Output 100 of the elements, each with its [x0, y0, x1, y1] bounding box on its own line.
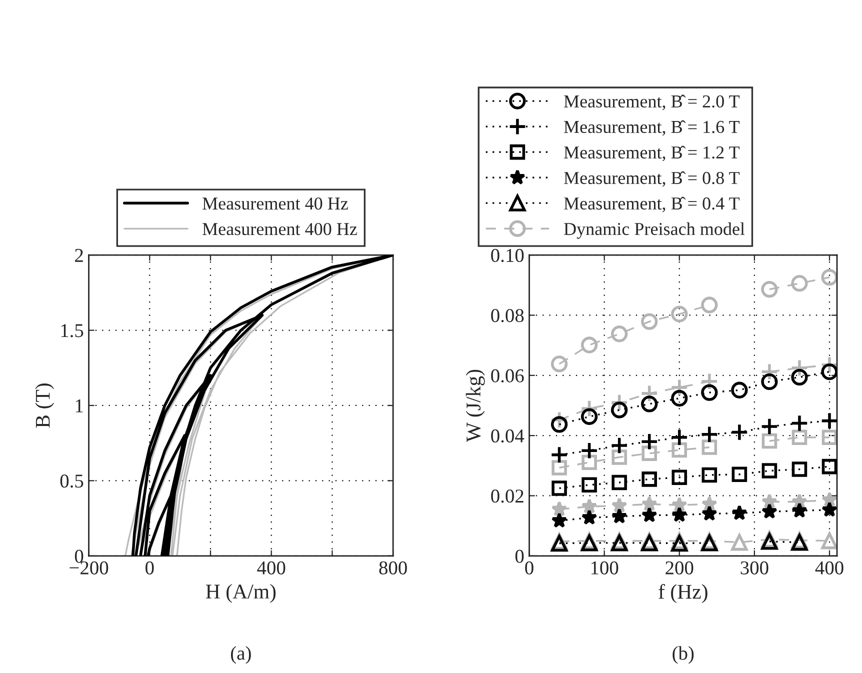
legend-label: Measurement, B̂ = 1.2 T: [564, 146, 740, 162]
point: [671, 306, 688, 322]
point: [581, 498, 598, 514]
y-tick-label: 0.04: [491, 429, 524, 443]
point: [822, 492, 837, 507]
point: [642, 472, 657, 487]
y-tick-label: 1: [76, 399, 83, 412]
point: [550, 416, 568, 433]
point: [580, 336, 598, 354]
legend-label: Measurement 40 Hz: [202, 197, 348, 210]
x-tick-label: 0: [525, 561, 534, 574]
point: [642, 446, 657, 461]
point: [641, 496, 658, 512]
point: [701, 296, 718, 314]
point: [550, 446, 568, 464]
y-tick-label: 0.5: [60, 474, 84, 488]
point: [611, 326, 628, 342]
y-tick-label: 0: [515, 550, 524, 563]
point: [761, 503, 778, 519]
x-tick-label: 400: [815, 561, 844, 574]
y-tick-label: 0.08: [491, 309, 524, 322]
x-axis-title: H (A/m): [206, 584, 276, 603]
y-axis-title: W (J/kg): [466, 370, 485, 442]
point: [612, 474, 627, 490]
point: [611, 497, 628, 513]
x-tick-label: 200: [666, 561, 694, 574]
point: [761, 373, 778, 390]
point: [732, 466, 748, 482]
legend-label: Measurement, B̂ = 0.8 T: [564, 171, 740, 187]
point: [641, 396, 658, 412]
legend-label: Measurement, B̂ = 0.4 T: [564, 196, 740, 212]
text: (a): [230, 646, 251, 664]
point: [702, 440, 718, 455]
point: [821, 532, 837, 550]
point: [671, 506, 688, 522]
point: [612, 450, 627, 465]
point: [761, 281, 778, 298]
point: [610, 436, 628, 455]
x-tick-label: 100: [591, 561, 618, 574]
x-tick-label: 0: [146, 561, 154, 574]
point: [671, 390, 688, 407]
point: [672, 470, 688, 486]
point: [822, 502, 837, 517]
x-tick-label: 300: [740, 561, 768, 574]
point: [821, 268, 837, 286]
y-tick-label: 0.10: [491, 248, 524, 262]
y-tick-label: 0.06: [491, 369, 524, 382]
point: [611, 508, 628, 524]
point: [640, 432, 658, 451]
point: [730, 423, 748, 442]
legend-label: Measurement, B̂ = 1.6 T: [564, 120, 740, 136]
point: [731, 534, 748, 551]
point: [552, 480, 567, 496]
point: [641, 313, 658, 330]
point: [582, 454, 597, 470]
point: [731, 504, 748, 520]
point: [611, 402, 628, 418]
point: [790, 414, 808, 432]
point: [700, 425, 718, 444]
legend-label: Measurement 400 Hz: [202, 222, 357, 236]
x-axis-title: f (Hz): [658, 584, 708, 604]
point: [582, 477, 597, 493]
point: [670, 428, 688, 446]
point: [731, 382, 748, 398]
point: [822, 430, 837, 446]
x-tick-label: 400: [257, 561, 286, 574]
point: [762, 433, 778, 449]
point: [792, 430, 808, 446]
point: [792, 462, 808, 477]
y-tick-label: 2: [75, 248, 83, 262]
point: [791, 502, 808, 518]
y-tick-label: 0.02: [491, 490, 524, 503]
point: [550, 356, 568, 372]
point: [641, 506, 658, 522]
point: [672, 442, 688, 458]
point: [762, 463, 778, 478]
point: [552, 460, 567, 476]
point: [761, 493, 778, 509]
point: [821, 363, 837, 380]
y-tick-label: 1.5: [61, 324, 84, 338]
point: [551, 500, 568, 516]
point: [820, 412, 837, 430]
legend-label: Dynamic Preisach model: [564, 222, 745, 239]
point: [701, 384, 718, 401]
point: [551, 512, 568, 528]
point: [760, 418, 778, 436]
y-tick-label: 0: [74, 550, 84, 563]
point: [791, 275, 808, 292]
point: [701, 505, 718, 521]
x-tick-label: −200: [70, 561, 108, 574]
x-tick-label: 800: [379, 561, 407, 574]
text: (b): [672, 646, 694, 664]
point: [822, 458, 837, 474]
y-axis-title: B (T): [35, 384, 54, 428]
point: [580, 442, 598, 460]
point: [580, 408, 598, 425]
point: [581, 509, 598, 525]
legend-label: Measurement, B̂ = 2.0 T: [564, 94, 740, 110]
point: [791, 368, 808, 386]
point: [702, 467, 718, 483]
